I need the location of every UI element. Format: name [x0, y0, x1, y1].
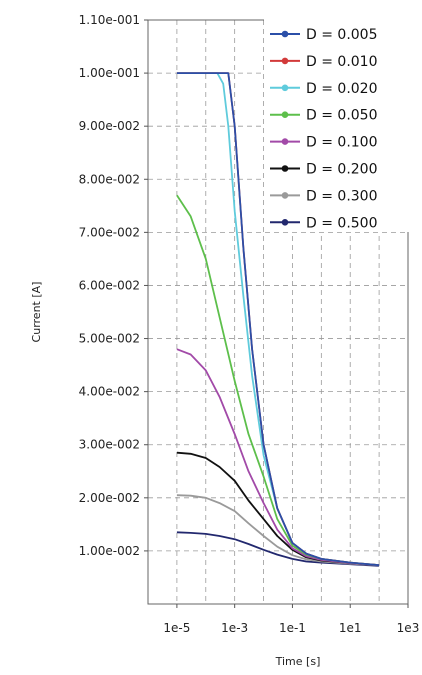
legend-marker [281, 165, 289, 172]
x-axis-label: Time [s] [275, 655, 321, 668]
y-axis-label: Current [A] [30, 282, 43, 343]
y-tick-label: 6.00e-002 [79, 278, 140, 292]
legend-marker [281, 192, 289, 199]
y-tick-label: 5.00e-002 [79, 332, 140, 346]
legend-label: D = 0.500 [306, 215, 378, 231]
y-tick-label: 1.00e-002 [79, 544, 140, 558]
y-axis: 1.00e-002 2.00e-002 3.00e-002 4.00e-002 5.00… [79, 13, 148, 558]
series-line [176, 494, 380, 567]
legend-marker [281, 111, 289, 118]
legend-label: D = 0.300 [306, 188, 378, 204]
legend-label: D = 0.100 [306, 135, 378, 151]
series-line [176, 348, 380, 567]
y-tick-label: 1.10e-001 [79, 13, 140, 27]
legend-label: D = 0.200 [306, 162, 378, 178]
series-line [176, 72, 380, 567]
legend-marker [281, 30, 289, 38]
legend-label: D = 0.010 [306, 54, 378, 70]
x-tick-label: 1e1 [339, 621, 362, 635]
x-tick-label: 1e-5 [163, 621, 190, 635]
legend-label: D = 0.020 [306, 81, 378, 97]
legend-marker [281, 219, 289, 226]
x-axis: 1e-5 1e-3 1e-1 1e1 1e3 [163, 604, 419, 635]
legend-marker [281, 84, 289, 92]
legend-label: D = 0.050 [306, 108, 378, 124]
legend-marker [281, 57, 289, 65]
y-tick-label: 7.00e-002 [79, 225, 140, 239]
y-tick-label: 1.00e-001 [79, 66, 140, 80]
series-lines [176, 72, 380, 567]
y-tick-label: 4.00e-002 [79, 385, 140, 399]
legend: D = 0.005 D = 0.010 D = 0.020 D = 0.050 D = … [264, 16, 410, 232]
legend-label: D = 0.005 [306, 27, 378, 43]
y-tick-label: 3.00e-002 [79, 438, 140, 452]
x-tick-label: 1e-1 [279, 621, 306, 635]
series-line [176, 531, 380, 567]
legend-marker [281, 138, 289, 145]
y-tick-label: 9.00e-002 [79, 119, 140, 133]
y-tick-label: 2.00e-002 [79, 491, 140, 505]
x-tick-label: 1e3 [397, 621, 420, 635]
x-tick-label: 1e-3 [221, 621, 248, 635]
y-tick-label: 8.00e-002 [79, 172, 140, 186]
